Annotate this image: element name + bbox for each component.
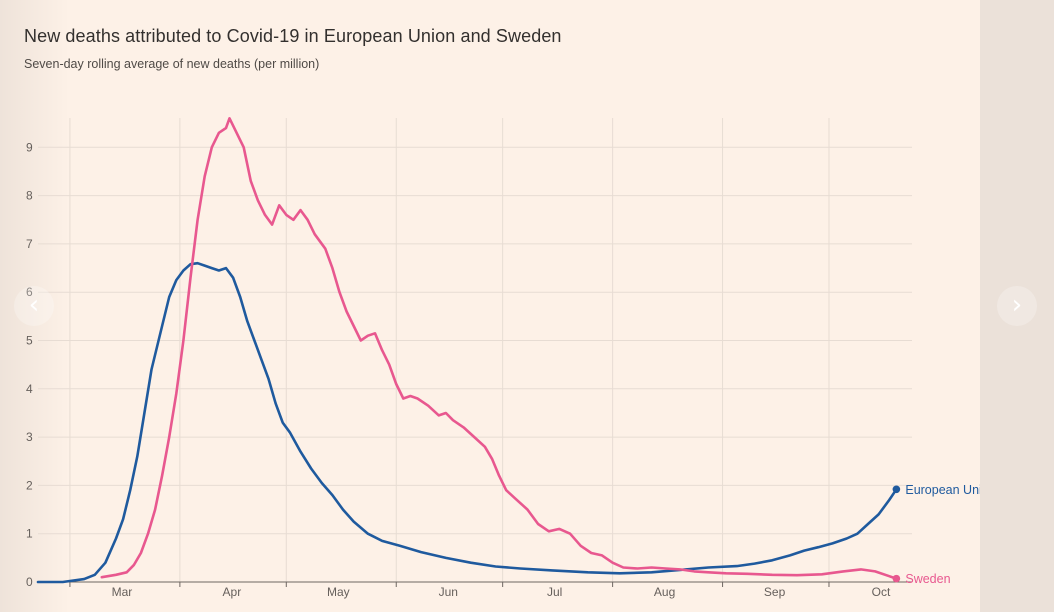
y-tick-label: 7 <box>26 237 33 251</box>
series-endpoint-european-union <box>892 485 901 494</box>
y-tick-label: 3 <box>26 430 33 444</box>
x-tick-label: May <box>327 585 350 599</box>
series-line-sweden <box>100 117 898 580</box>
x-tick-label: Jul <box>547 585 562 599</box>
carousel-prev-icon[interactable]: ‹ <box>14 286 54 326</box>
series-label-european-union: European Union <box>905 483 980 497</box>
line-chart: 0 1 2 3 4 5 6 7 8 9 Mar Apr May Jun Jul Aug Sep Oct Europe… <box>26 117 980 599</box>
series-label-sweden: Sweden <box>905 572 950 586</box>
y-tick-label: 5 <box>26 334 33 348</box>
y-tick-label: 0 <box>26 575 33 589</box>
y-tick-label: 9 <box>26 140 33 154</box>
y-tick-label: 4 <box>26 382 33 396</box>
y-tick-label: 6 <box>26 285 33 299</box>
x-tick-label: Jun <box>439 585 458 599</box>
x-tick-label: Aug <box>654 585 675 599</box>
carousel-side-strip <box>980 0 1054 612</box>
x-tick-label: Mar <box>112 585 133 599</box>
y-tick-label: 8 <box>26 189 33 203</box>
chart-subtitle: Seven-day rolling average of new deaths … <box>24 57 320 71</box>
series-endpoint-sweden <box>892 574 901 583</box>
chart-panel <box>0 0 980 612</box>
x-tick-label: Sep <box>764 585 786 599</box>
carousel-next-icon[interactable]: › <box>997 286 1037 326</box>
x-tick-label: Apr <box>223 585 242 599</box>
series-line-european-union <box>36 261 898 584</box>
carousel-left-shade <box>0 0 70 612</box>
y-tick-label: 2 <box>26 478 33 492</box>
chart-title: New deaths attributed to Covid-19 in Eur… <box>24 26 562 46</box>
x-tick-label: Oct <box>872 585 891 599</box>
y-tick-label: 1 <box>26 527 33 541</box>
